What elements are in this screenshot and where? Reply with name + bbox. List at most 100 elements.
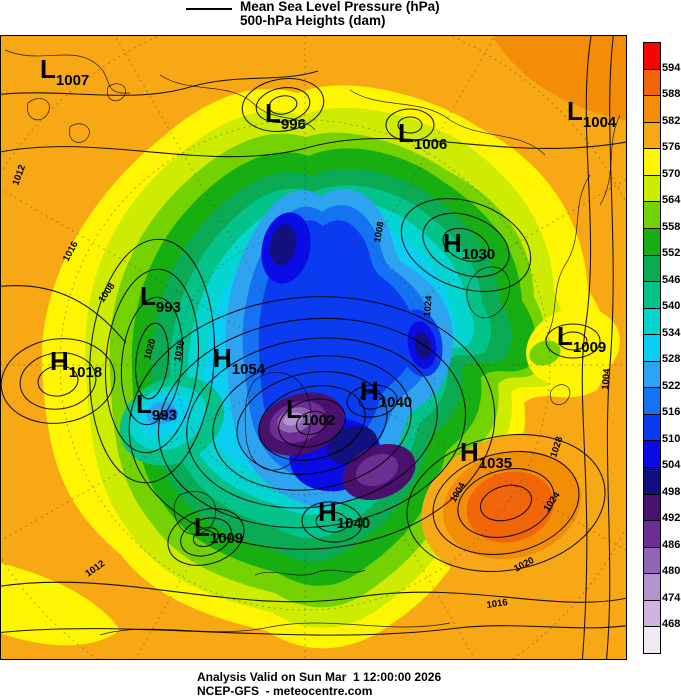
path-shape bbox=[0, 581, 627, 603]
path-shape bbox=[69, 123, 90, 143]
model-source-text: NCEP-GFS - meteocentre.com bbox=[197, 684, 373, 698]
colorbar-label-594: 594 bbox=[662, 61, 681, 74]
isobar-ring bbox=[157, 317, 467, 529]
path-shape bbox=[0, 285, 127, 344]
isobar-ring bbox=[255, 87, 311, 123]
pressure-center-value: 1006 bbox=[414, 136, 447, 153]
pressure-center-value: 1040 bbox=[379, 394, 412, 411]
pressure-center-letter: H bbox=[50, 346, 69, 376]
colorbar-band-504 bbox=[644, 440, 660, 467]
pressure-center-H1030: H1030 bbox=[443, 228, 495, 263]
pressure-center-letter: L bbox=[398, 118, 414, 148]
isobar-ring bbox=[457, 468, 555, 538]
pressure-center-letter: L bbox=[567, 96, 583, 126]
path-shape bbox=[549, 384, 571, 406]
isobar-label-1020: 1020 bbox=[142, 338, 158, 361]
isobar-ring bbox=[385, 108, 435, 142]
pressure-center-value: 1009 bbox=[210, 530, 243, 547]
ellipse-shape bbox=[529, 340, 561, 366]
isobar-ring bbox=[19, 352, 97, 410]
colorbar-label-528: 528 bbox=[662, 353, 681, 366]
meridian-line bbox=[343, 178, 627, 343]
colorbar-band-594 bbox=[644, 43, 660, 69]
ellipse-shape bbox=[283, 412, 303, 426]
colorbar-label-474: 474 bbox=[662, 591, 681, 604]
meridian-line bbox=[0, 188, 267, 343]
colorbar bbox=[643, 42, 661, 654]
pressure-center-H1035: H1035 bbox=[460, 437, 512, 472]
isobar-ring bbox=[258, 385, 366, 461]
isobar-ring bbox=[180, 517, 232, 557]
isobar-ring bbox=[128, 296, 496, 550]
isobar-ring bbox=[442, 227, 490, 263]
ellipse-shape bbox=[269, 224, 297, 266]
colorbar-label-504: 504 bbox=[662, 459, 681, 472]
pressure-center-L1009: L1009 bbox=[194, 512, 243, 547]
colorbar-band-576 bbox=[644, 121, 660, 149]
weather-map: 1012 1016 1008 1020 1036 1008 1024 1004 1028 1024… bbox=[0, 35, 627, 660]
path-shape bbox=[581, 35, 592, 660]
analysis-valid-text: Analysis Valid on Sun Mar 1 12:00:00 202… bbox=[197, 670, 442, 684]
title-500hpa: 500-hPa Heights (dam) bbox=[240, 13, 386, 28]
isobar-ring bbox=[89, 238, 215, 484]
isobar-label-1008: 1008 bbox=[372, 221, 387, 244]
path-shape bbox=[0, 137, 627, 158]
pressure-center-value: 1054 bbox=[232, 361, 266, 378]
colorbar-band-540 bbox=[644, 281, 660, 308]
isobar-ring bbox=[278, 398, 346, 448]
isobar-ring bbox=[167, 508, 245, 566]
colorbar-band-546 bbox=[644, 254, 660, 282]
isobar-ring bbox=[120, 296, 184, 426]
mslp-line-legend-icon bbox=[186, 8, 232, 10]
path-shape bbox=[254, 569, 366, 576]
colorbar-label-576: 576 bbox=[662, 141, 681, 154]
isobar-ring bbox=[346, 384, 398, 418]
path-shape bbox=[159, 74, 316, 131]
height-color-fill-layer bbox=[0, 35, 627, 660]
colorbar-label-510: 510 bbox=[662, 432, 681, 445]
colorbar-band-486 bbox=[644, 520, 660, 547]
pressure-center-letter: H bbox=[460, 437, 479, 467]
isobar-layer bbox=[0, 35, 627, 660]
colorbar-band-468 bbox=[644, 599, 660, 627]
colorbar-band-570 bbox=[644, 148, 660, 175]
pressure-center-value: 1035 bbox=[479, 455, 512, 472]
isobar-label-1024: 1024 bbox=[422, 295, 435, 318]
colorbar-band-588 bbox=[644, 68, 660, 96]
isobar-ring bbox=[545, 323, 601, 359]
colorbar-label-570: 570 bbox=[662, 167, 681, 180]
path-shape bbox=[349, 89, 546, 156]
path-shape bbox=[492, 35, 627, 121]
colorbar-band-528 bbox=[644, 334, 660, 361]
pressure-center-value: 993 bbox=[156, 299, 181, 316]
pressure-center-value: 1009 bbox=[573, 339, 606, 356]
pressure-center-value: 1002 bbox=[302, 412, 335, 429]
isobar-ring bbox=[397, 116, 423, 134]
colorbar-band-558 bbox=[644, 201, 660, 228]
colorbar-band-564 bbox=[644, 174, 660, 202]
path-shape bbox=[544, 174, 591, 341]
isobar-ring bbox=[268, 95, 298, 115]
isobar-ring bbox=[315, 511, 349, 533]
pressure-center-value: 1004 bbox=[583, 114, 617, 131]
pressure-center-letter: L bbox=[265, 98, 281, 128]
colorbar-label-516: 516 bbox=[662, 406, 681, 419]
colorbar-label-582: 582 bbox=[662, 114, 681, 127]
isobar-ring bbox=[241, 78, 325, 132]
colorbar-band-498 bbox=[644, 467, 660, 494]
ellipse-shape bbox=[526, 307, 620, 387]
meridian-line bbox=[0, 387, 267, 542]
pressure-center-letter: L bbox=[136, 389, 152, 419]
pressure-center-L993: L993 bbox=[140, 281, 181, 316]
colorbar-label-564: 564 bbox=[662, 194, 681, 207]
pressure-center-H1018: H1018 bbox=[50, 346, 102, 381]
isobar-ring bbox=[0, 338, 116, 424]
isobar-ring bbox=[422, 212, 510, 278]
pressure-center-value: 996 bbox=[281, 116, 306, 133]
colorbar-label-522: 522 bbox=[662, 379, 681, 392]
graticule-layer bbox=[0, 35, 627, 660]
colorbar-band-582 bbox=[644, 95, 660, 122]
